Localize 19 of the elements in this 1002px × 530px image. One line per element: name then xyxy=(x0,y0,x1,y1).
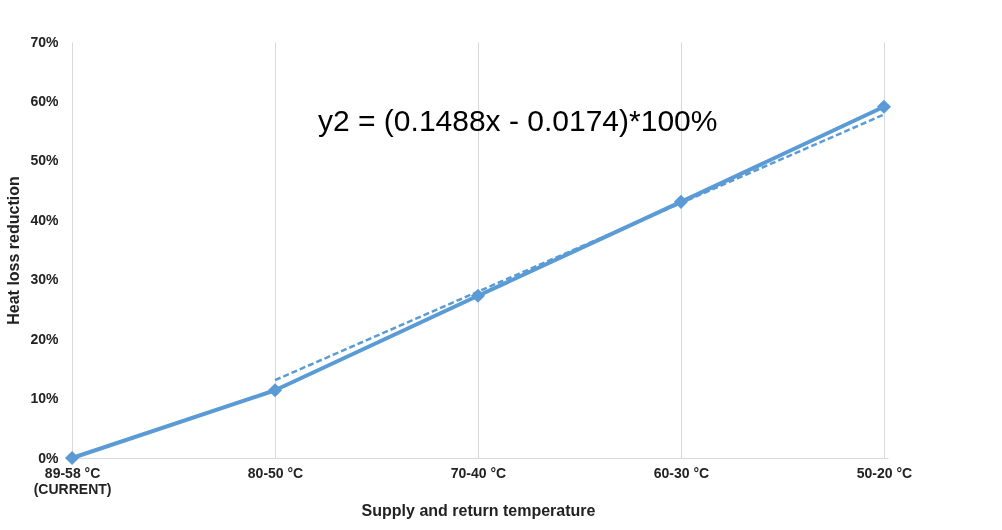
annotation: y2 = (0.1488x - 0.0174)*100% xyxy=(318,104,718,137)
y-tick-label: 50% xyxy=(30,152,60,169)
point xyxy=(267,383,283,398)
x-axis-title: Supply and return temperature xyxy=(361,501,596,519)
point xyxy=(64,450,80,466)
x-tick-label: 50-20 °C xyxy=(856,464,913,481)
y-tick-label: 70% xyxy=(30,33,60,50)
y-tick-label: 20% xyxy=(30,330,60,347)
y-tick-label: 60% xyxy=(30,92,60,109)
y-axis-title: Heat loss reduction xyxy=(5,176,23,325)
x-tick-label: 89-58 °C (CURRENT) xyxy=(33,464,112,497)
y-tick-label: 10% xyxy=(30,390,60,407)
point xyxy=(876,99,892,114)
y-tick-label: 40% xyxy=(30,211,60,228)
x-tick-label: 60-30 °C xyxy=(653,464,710,481)
x-tick-label: 80-50 °C xyxy=(247,464,304,481)
x-tick-label: 70-40 °C xyxy=(450,464,507,481)
y-tick-label: 0% xyxy=(38,449,60,466)
y-tick-label: 30% xyxy=(30,271,60,288)
